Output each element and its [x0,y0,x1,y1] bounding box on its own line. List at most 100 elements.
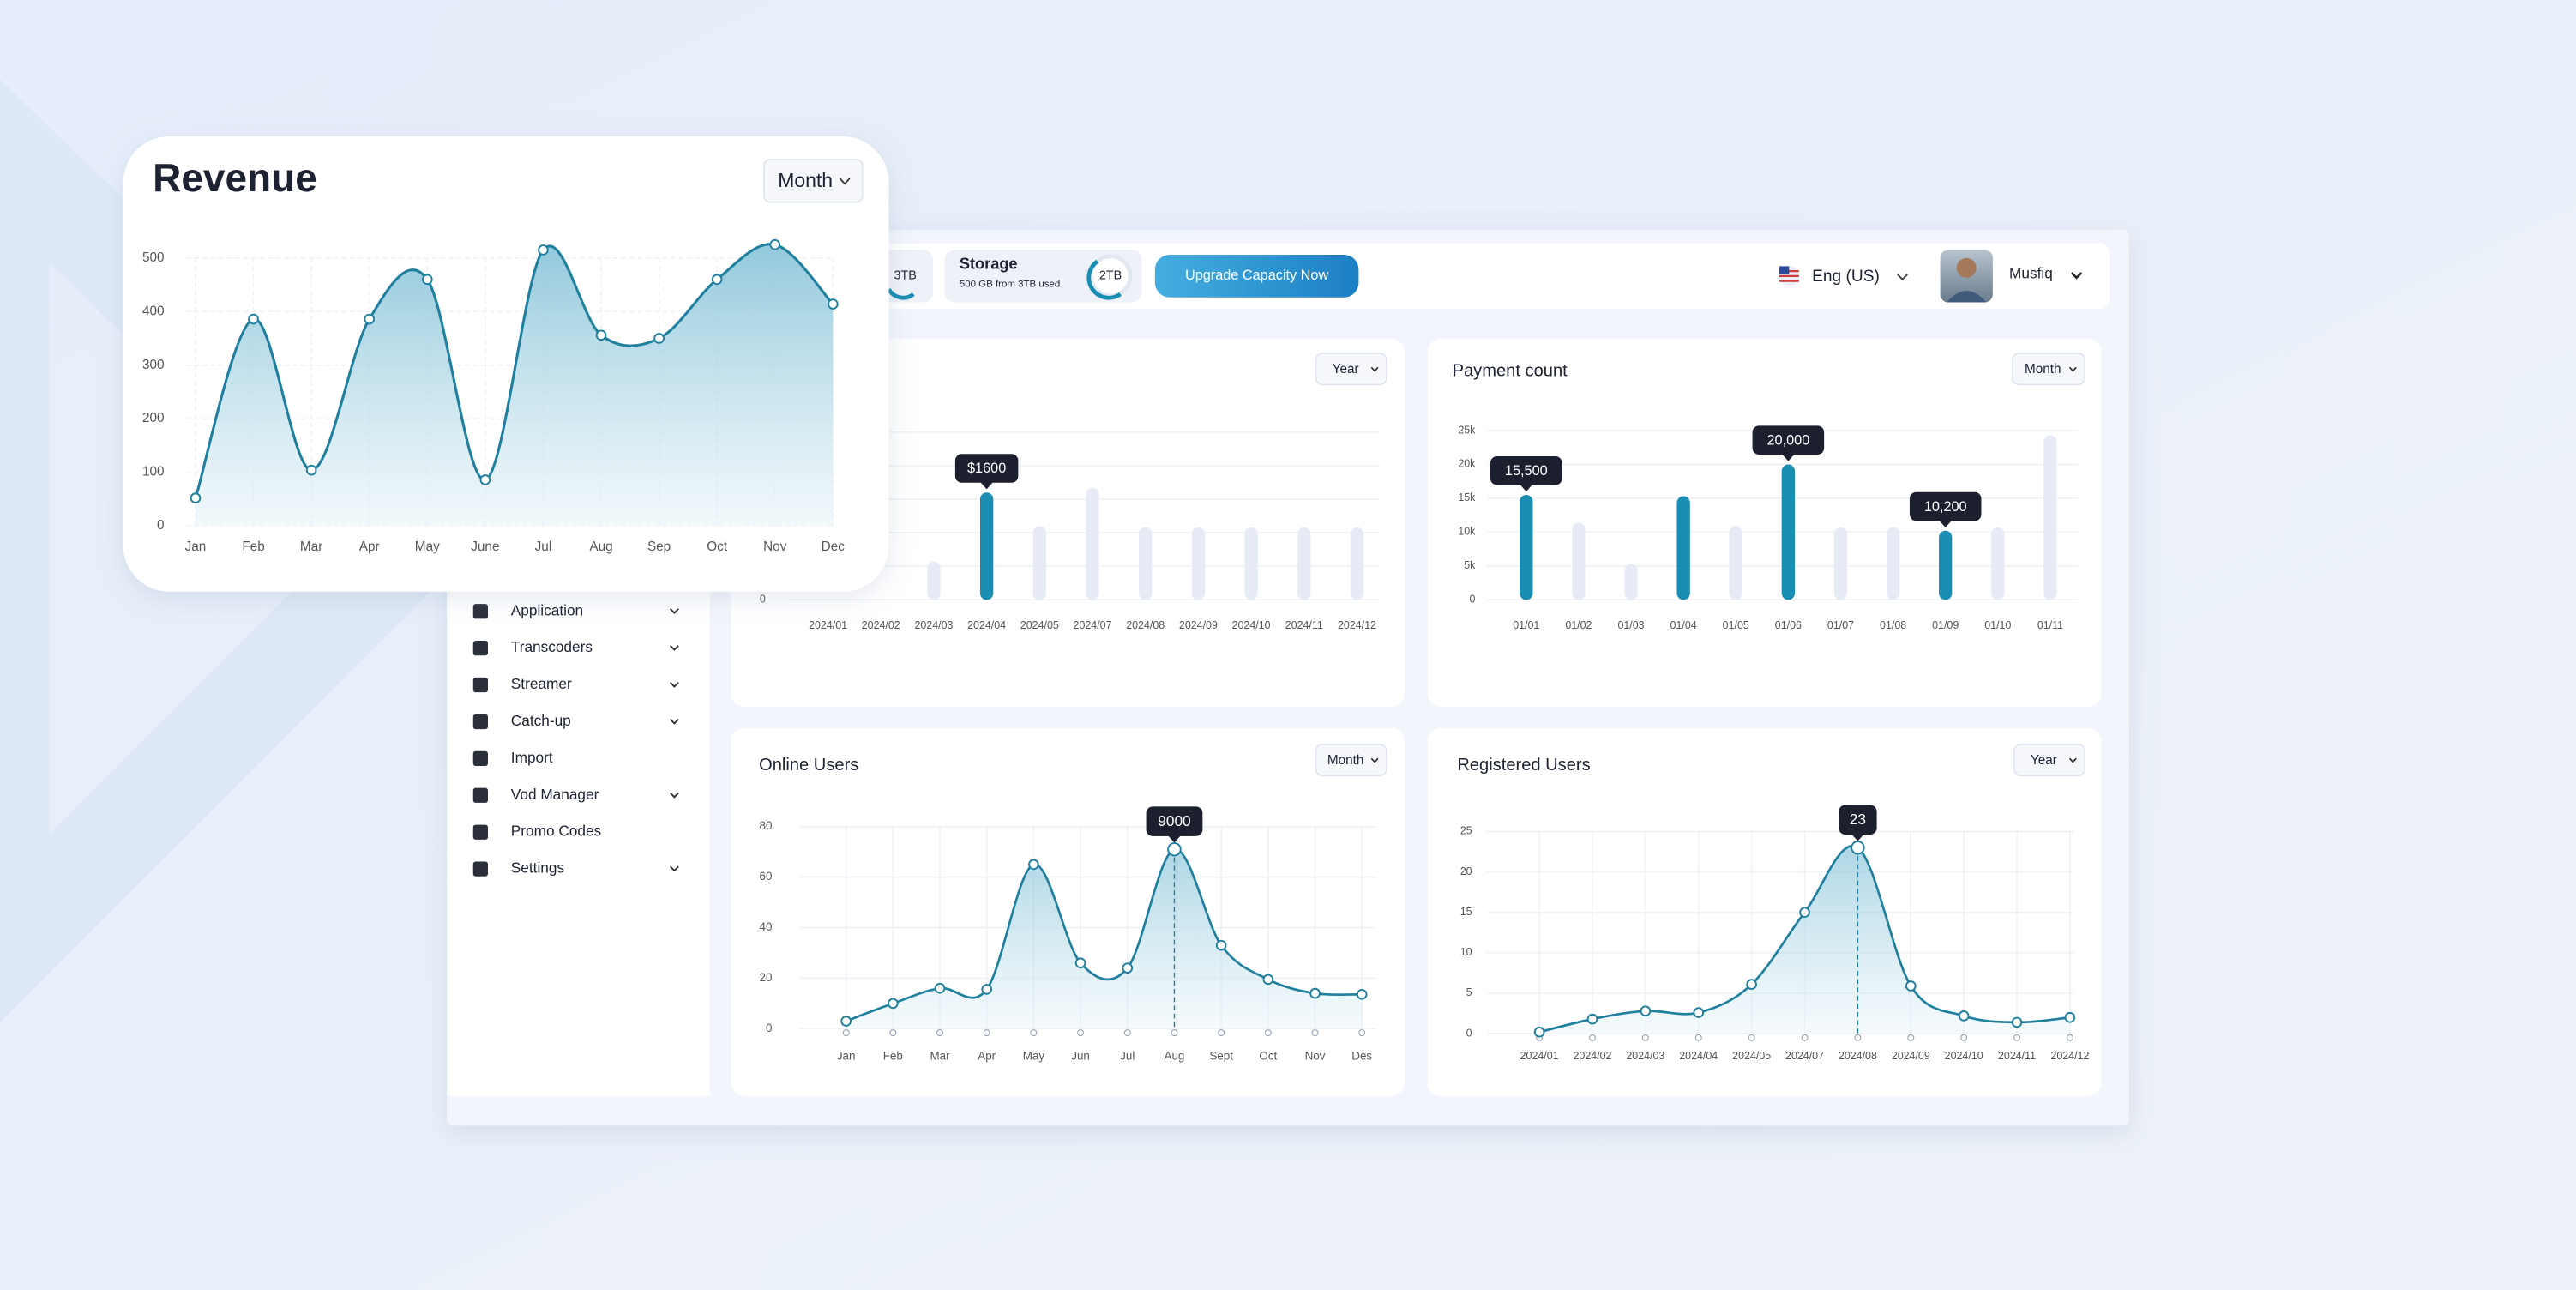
avatar-head [1956,257,1977,278]
dropdown[interactable] [763,159,864,203]
x-tick-label: Oct [707,540,728,554]
language[interactable]: Eng (US) [1812,268,1880,286]
point [827,298,839,310]
x-tick-label: 2024/05 [1732,1050,1771,1062]
point [1851,841,1865,855]
x-tick-label: 2024/07 [1785,1050,1824,1062]
dropdown-label[interactable]: Month [778,169,833,191]
tooltip-label: 20,000 [1766,432,1809,448]
x-tick-label: 01/01 [1513,619,1539,631]
storage-used: 2TB [1099,269,1122,283]
area-fill [195,244,834,527]
menu-chevron[interactable] [669,645,679,651]
point [305,464,317,476]
storage-detail: 500 GB from 3TB used [960,280,1060,290]
x-tick-label: 2024/01 [1520,1050,1559,1062]
baseline-dot [936,1029,944,1037]
revenue-card: Revenue Month 0 100 200 300 400 500 Jan Feb Mar Apr… [123,136,889,592]
menu-icon [472,861,488,877]
bar [1781,464,1796,600]
x-tick-label: Sep [647,540,671,554]
point [2011,1016,2023,1028]
x-tick-label: 2024/03 [1626,1050,1664,1062]
bar [1833,527,1848,600]
chart-card: Payment count Month 0 5k 10k 15k 20k 25k 01/01 01… [1427,338,2102,707]
y-tick-label: 5 [1466,986,1472,998]
menu-item[interactable]: Vod Manager [511,786,599,803]
dropdown[interactable] [2013,744,2085,777]
dropdown-label[interactable]: Month [1327,753,1364,768]
x-tick-label: Nov [763,540,787,554]
dropdown-label[interactable]: Year [2031,753,2057,768]
dropdown-chevron[interactable] [1370,366,1379,372]
dropdown[interactable] [1315,353,1387,386]
tooltip-pointer [1851,834,1865,841]
tooltip-pointer [1939,520,1953,527]
menu-chevron[interactable] [669,865,679,872]
dropdown-label[interactable]: Year [1333,362,1359,377]
dropdown[interactable] [2012,353,2085,386]
x-tick-label: Dec [822,540,846,554]
upgrade-button[interactable] [1154,254,1359,298]
x-tick-label: Mar [930,1049,950,1062]
user-chevron[interactable] [2070,272,2083,280]
y-tick-label: 20k [1458,458,1476,470]
top-bar: 3TB Storage 500 GB from 3TB used 2TB Upg… [854,243,2110,310]
x-tick-label: May [1023,1049,1045,1062]
tooltip-bg [1490,455,1562,485]
baseline-dot [1030,1029,1038,1037]
x-tick-label: 2024/07 [1074,619,1112,631]
x-tick-label: 2024/03 [914,619,953,631]
menu-chevron[interactable] [669,718,679,725]
y-tick-label: 200 [142,411,165,425]
menu-item[interactable]: Streamer [511,675,572,692]
dropdown-chevron[interactable] [2068,757,2077,763]
y-tick-label: 10k [1458,526,1476,538]
tooltip-label: 9000 [1158,812,1190,829]
y-tick-label: 20 [760,971,773,984]
menu-item[interactable]: Application [511,601,583,618]
y-tick-label: 0 [1469,594,1475,606]
y-tick-label: 0 [157,518,165,533]
baseline-dot [1311,1029,1319,1037]
tooltip-bg [1752,425,1825,455]
menu-chevron[interactable] [669,608,679,614]
dropdown[interactable] [1315,744,1387,777]
dropdown-chevron[interactable] [2068,366,2077,372]
chart-card: Online Users Month 0 20 40 60 80 Jan Feb Mar Apr Ma… [731,727,1405,1096]
point [769,238,781,250]
point [421,274,433,286]
menu-item[interactable]: Settings [511,859,564,877]
x-tick-label: 2024/08 [1126,619,1165,631]
language-chevron[interactable] [1897,274,1908,281]
dropdown-chevron[interactable] [1370,757,1379,763]
x-tick-label: Jan [185,540,207,554]
point [934,982,946,994]
chart-title: Payment count [1453,361,1568,380]
point [1586,1013,1598,1025]
x-tick-label: 01/02 [1565,619,1592,631]
tooltip-label: 15,500 [1505,463,1548,479]
dropdown-chevron[interactable] [839,178,851,185]
point [840,1016,852,1027]
dropdown-label[interactable]: Month [2025,362,2061,377]
bar [1297,527,1311,600]
chart-title: Registered Users [1457,756,1590,775]
user-name[interactable]: Musfiq [2009,265,2053,282]
storage-ring [887,287,915,300]
flag-canton [1779,266,1790,274]
menu-chevron[interactable] [669,792,679,799]
point [711,274,723,286]
point [1167,841,1182,857]
menu-item[interactable]: Catch-up [511,712,571,729]
bar [1520,494,1533,600]
menu-item[interactable]: Promo Codes [511,823,601,840]
menu-item[interactable]: Import [511,749,553,766]
point [1905,980,1917,992]
x-tick-label: 2024/05 [1020,619,1059,631]
upgrade-button-label[interactable]: Upgrade Capacity Now [1185,268,1329,283]
x-tick-label: 01/07 [1827,619,1854,631]
chart-title: Revenue [153,155,317,200]
menu-chevron[interactable] [669,682,679,688]
menu-item[interactable]: Transcoders [511,638,593,655]
